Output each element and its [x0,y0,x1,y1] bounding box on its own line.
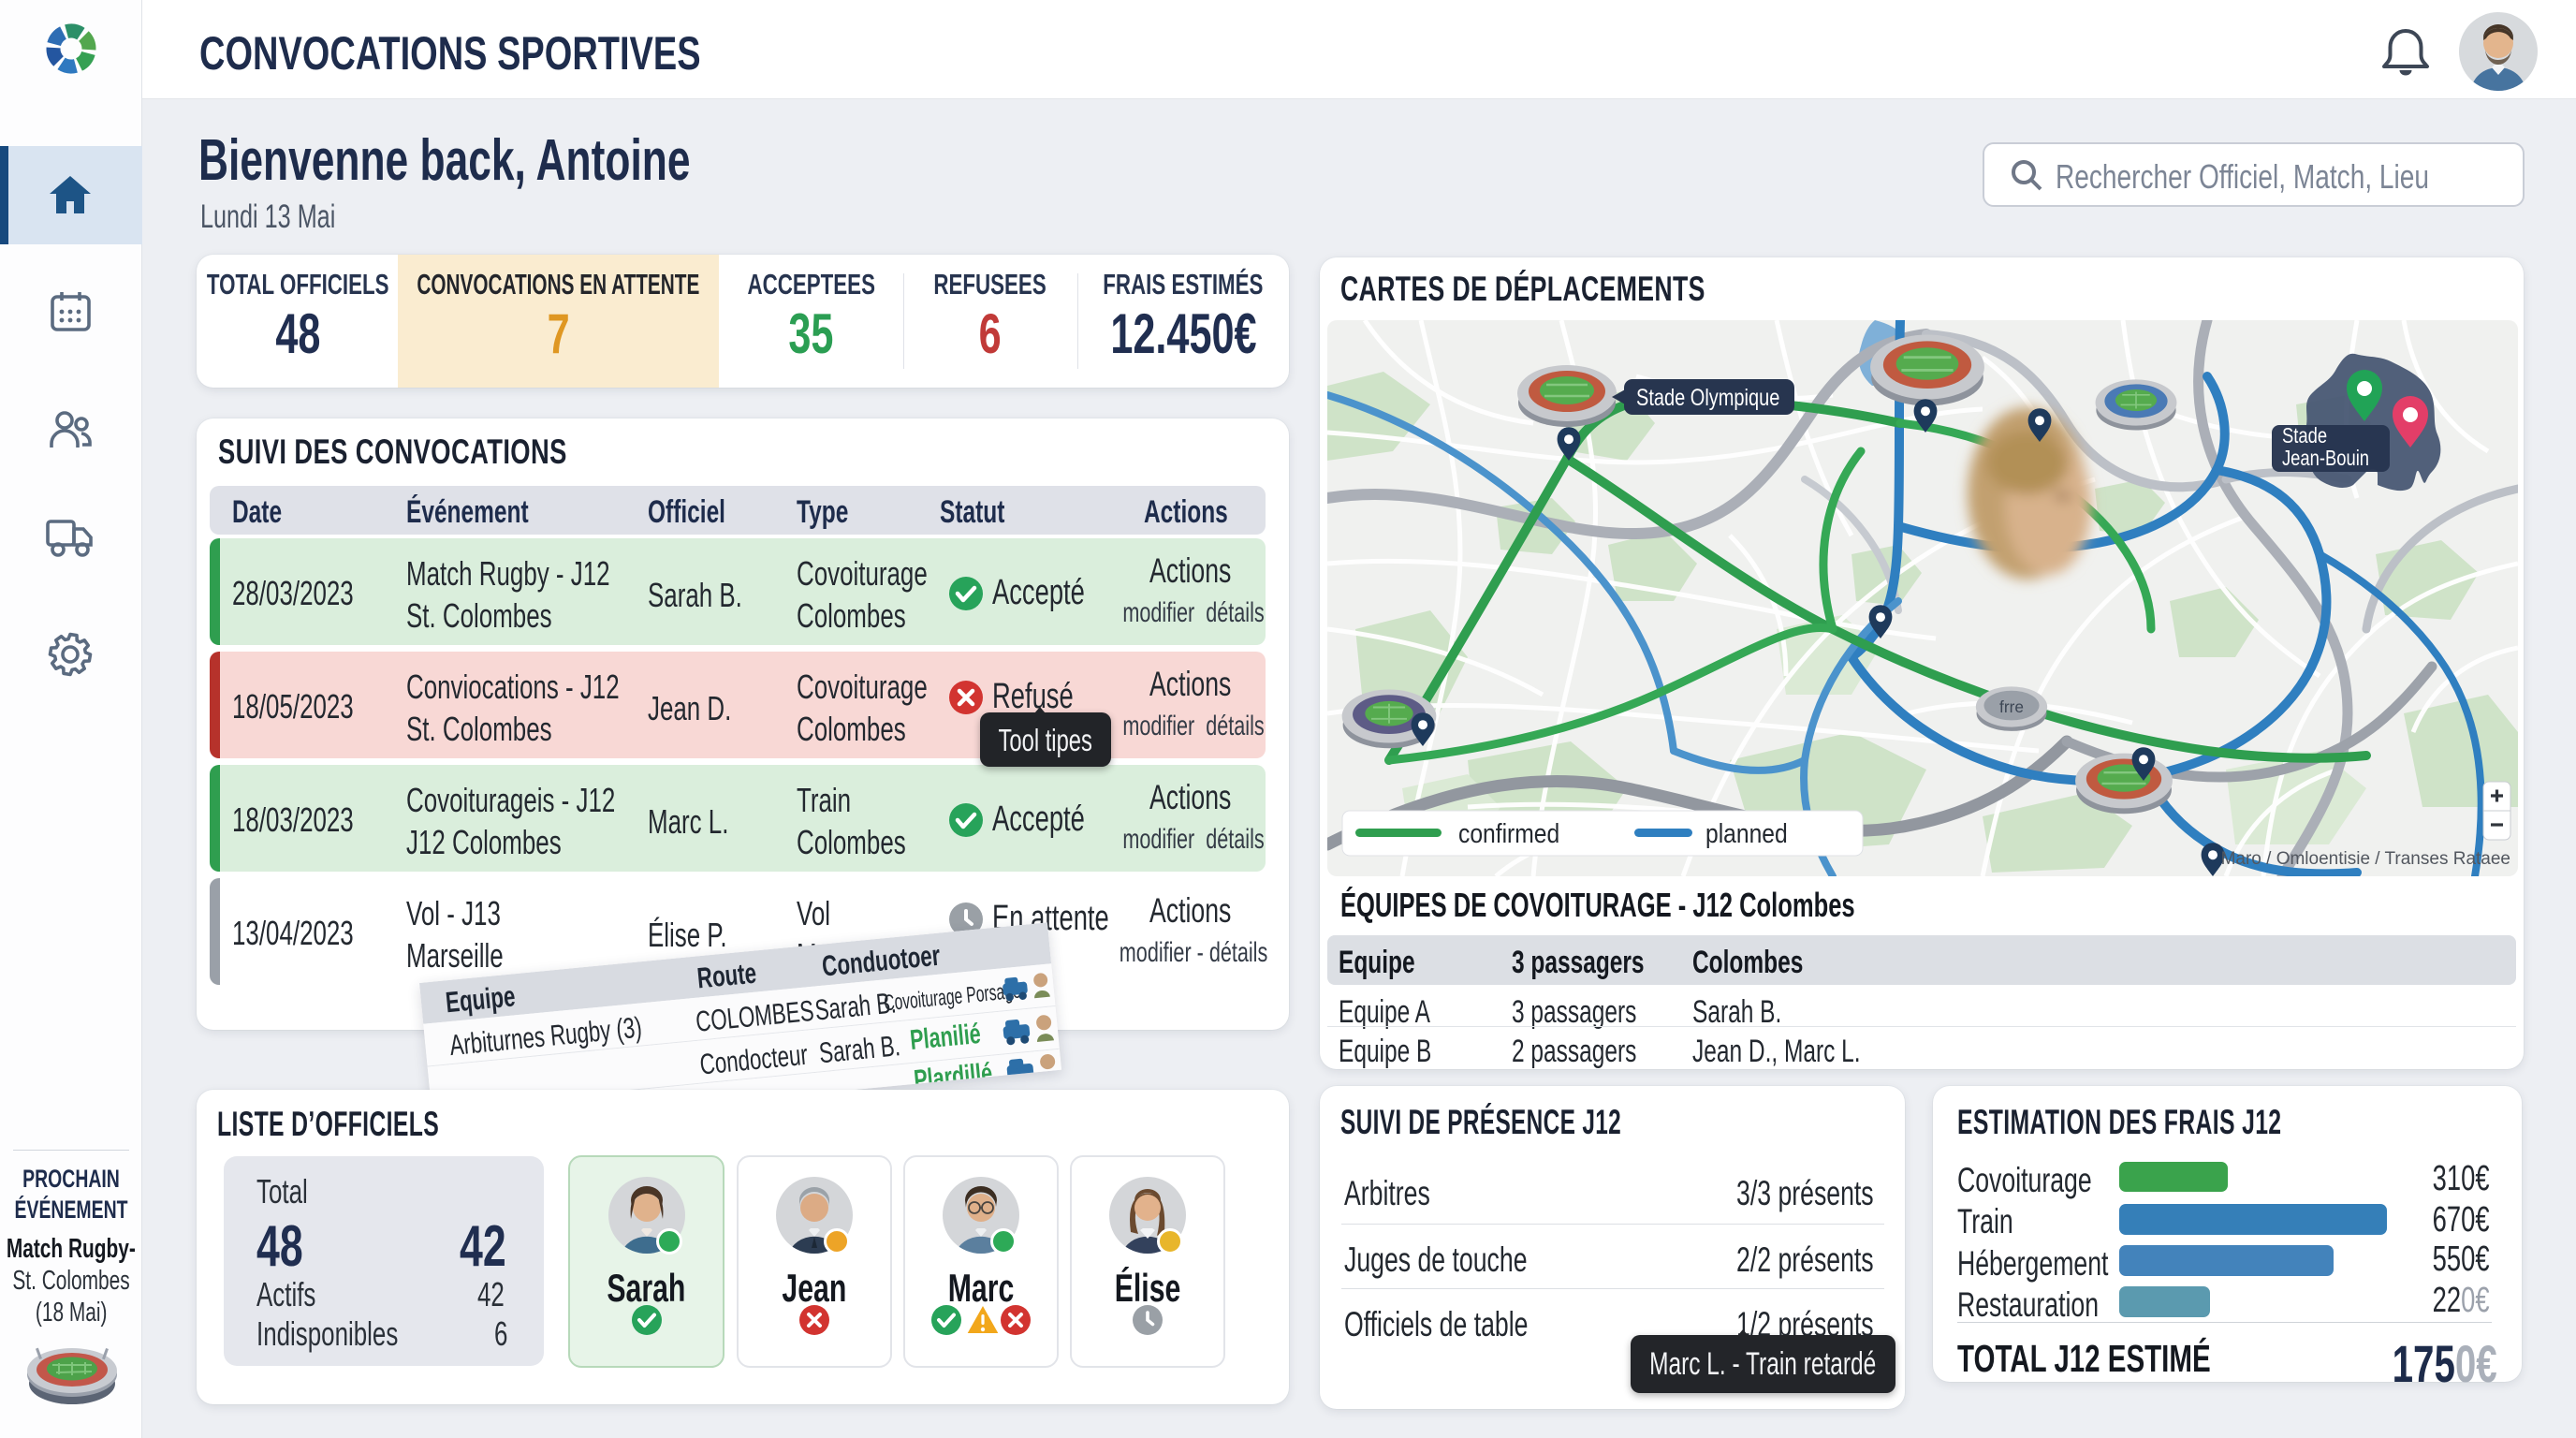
svg-text:Stade Olympique: Stade Olympique [1636,385,1779,411]
svg-text:planned: planned [1705,818,1788,848]
svg-text:Maro / Omloentisie / Transes R: Maro / Omloentisie / Transes Rataee [2221,849,2510,869]
svg-text:frre: frre [1999,697,2024,716]
svg-text:Jean-Bouin: Jean-Bouin [2282,447,2369,470]
svg-text:Stade: Stade [2282,424,2327,448]
svg-text:confirmed: confirmed [1458,818,1559,848]
